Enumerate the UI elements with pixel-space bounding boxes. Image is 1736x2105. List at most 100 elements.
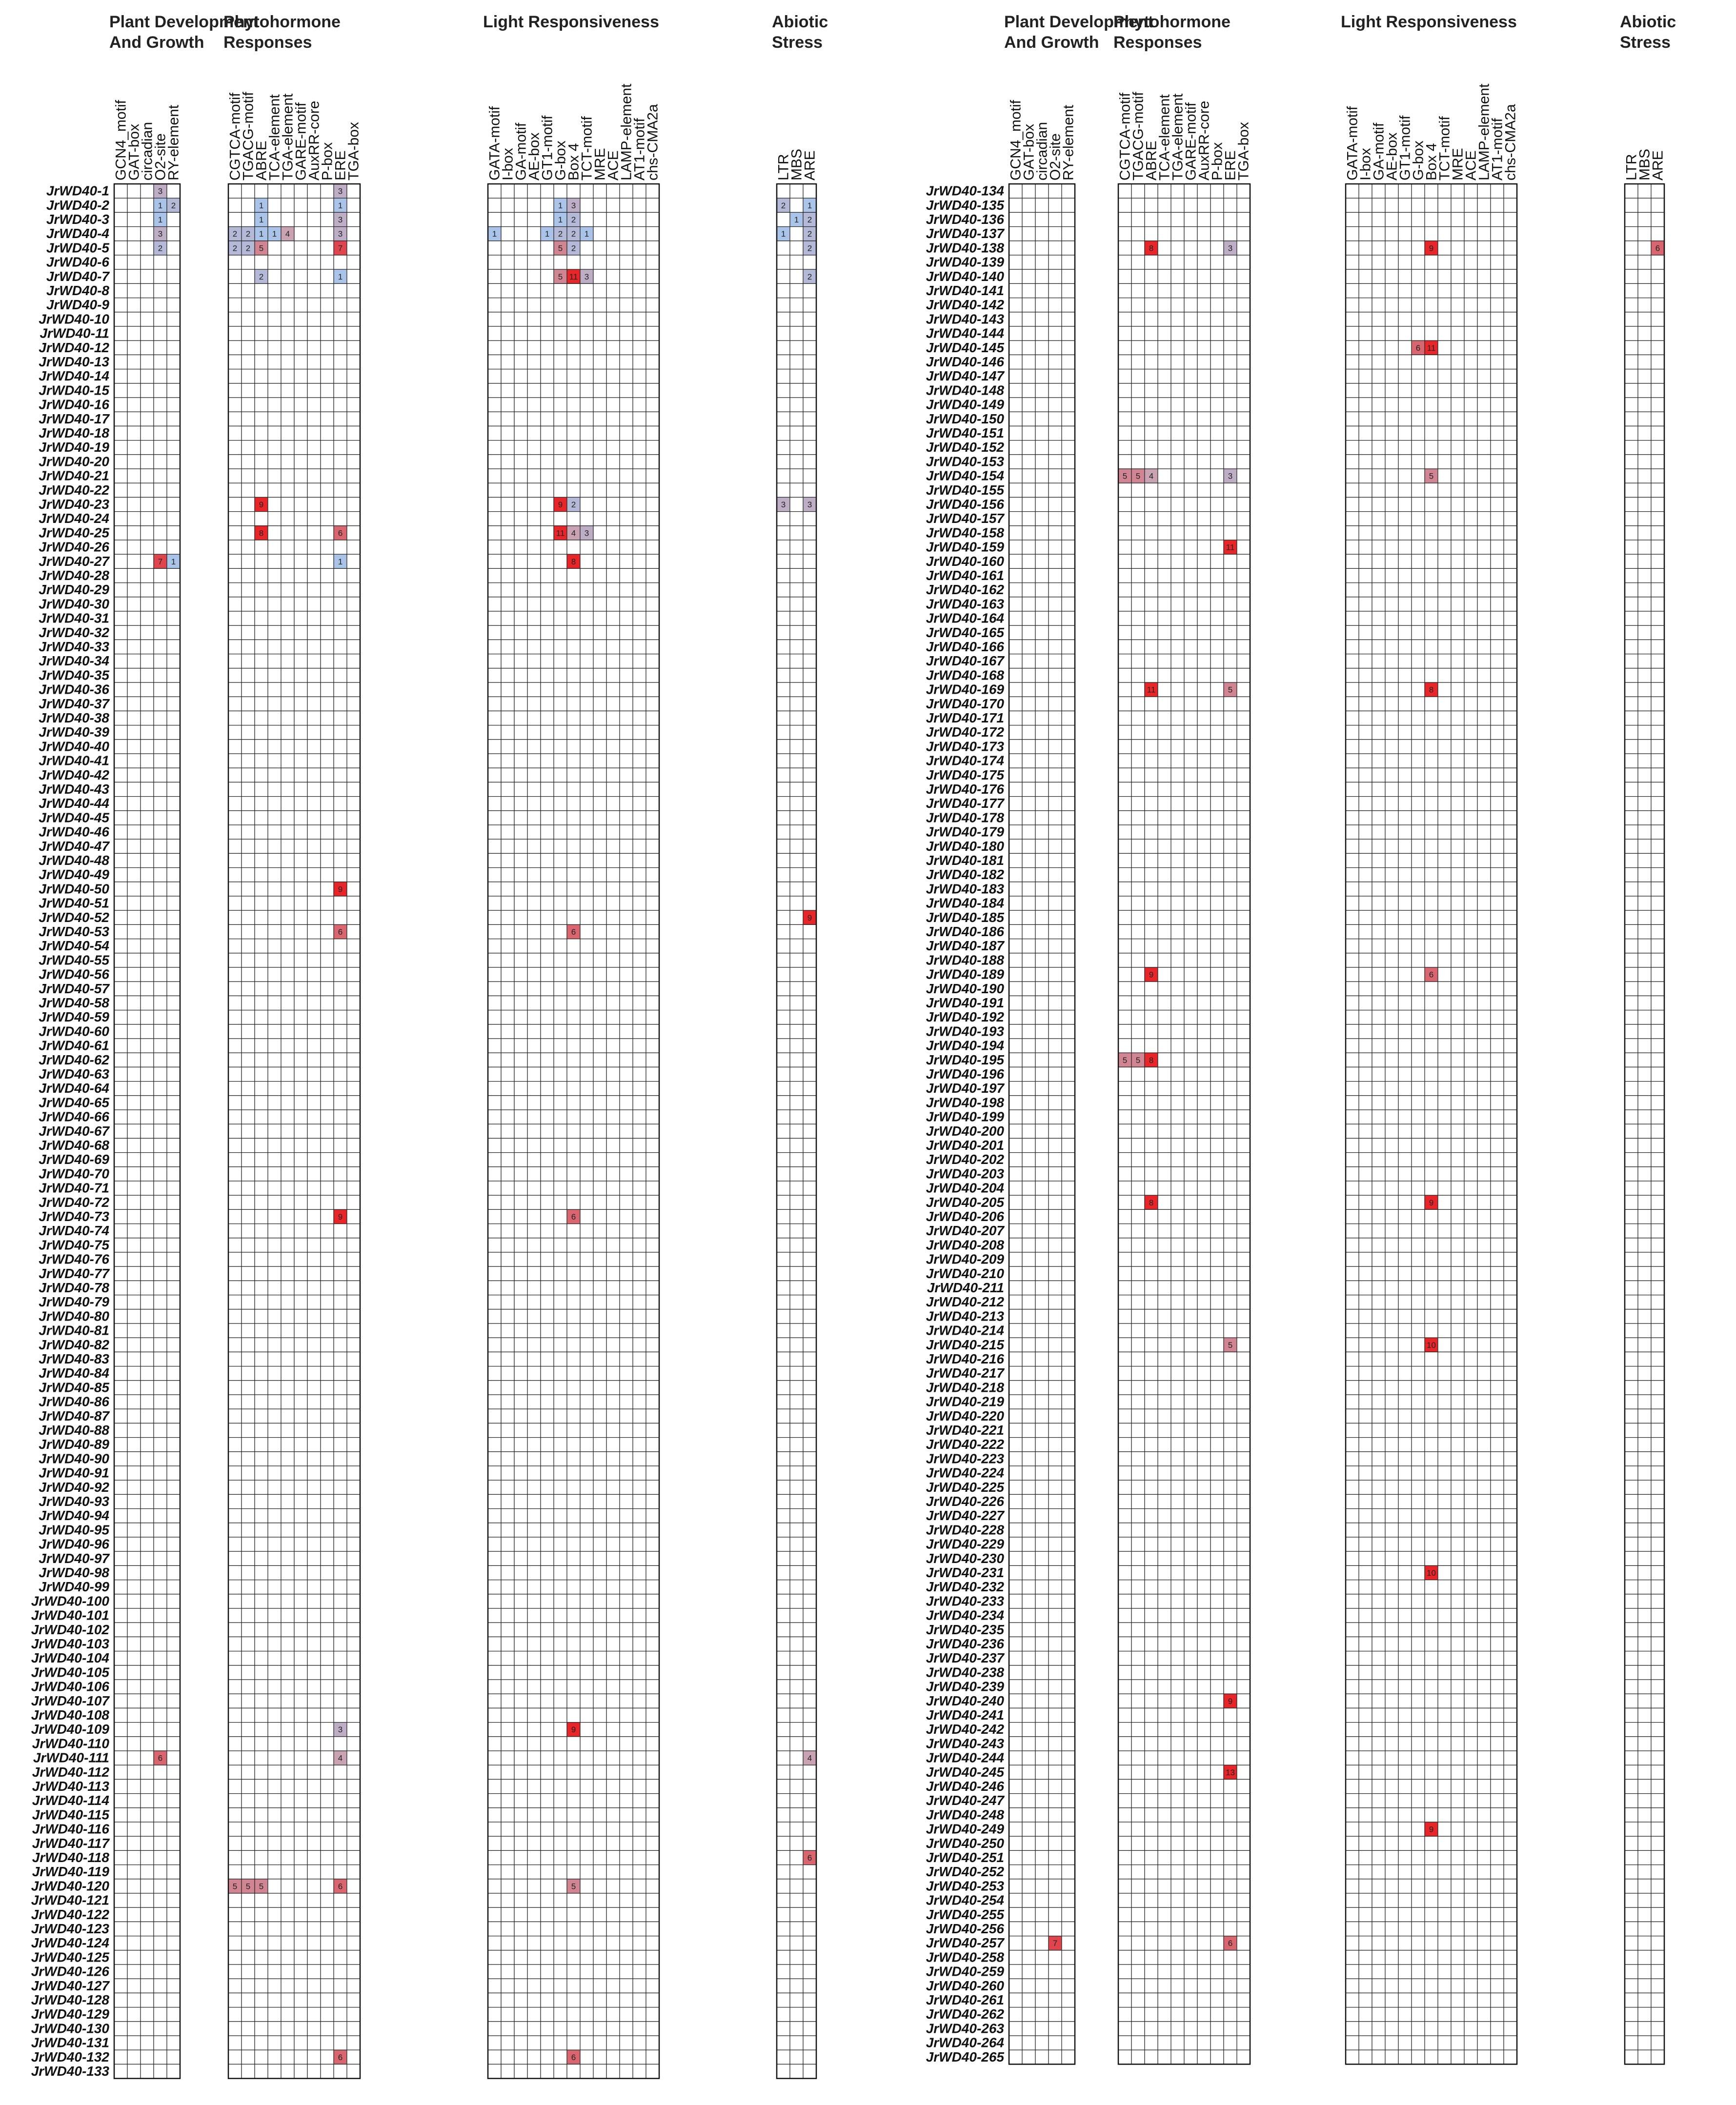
heatmap-cell xyxy=(228,1565,242,1581)
heatmap-cell xyxy=(1009,568,1023,583)
heatmap-cell xyxy=(632,1950,646,1965)
heatmap-cell xyxy=(566,1807,581,1823)
heatmap-cell xyxy=(789,995,804,1011)
heatmap-cell xyxy=(267,668,282,683)
heatmap-cell xyxy=(333,597,347,612)
heatmap-cell xyxy=(646,1394,660,1409)
heatmap-cell xyxy=(1061,255,1075,270)
heatmap-cell xyxy=(1009,482,1023,498)
row-label: JrWD40-29 xyxy=(39,582,109,597)
cell-value: 2 xyxy=(558,229,563,239)
heatmap-cell xyxy=(153,440,167,455)
heatmap-cell xyxy=(307,540,321,555)
heatmap-cell xyxy=(114,1707,128,1723)
heatmap-cell xyxy=(803,2021,817,2036)
heatmap-cell xyxy=(540,1850,554,1865)
heatmap-cell xyxy=(333,1707,347,1723)
heatmap-cell xyxy=(1048,269,1062,284)
row-label: JrWD40-32 xyxy=(39,625,109,640)
heatmap-cell xyxy=(487,1010,502,1025)
heatmap-cell xyxy=(281,668,295,683)
heatmap-cell xyxy=(346,653,361,669)
heatmap-cell xyxy=(333,468,347,483)
heatmap-cell xyxy=(346,1010,361,1025)
heatmap-cell xyxy=(776,312,790,327)
heatmap-cell xyxy=(540,1580,554,1595)
heatmap-cell xyxy=(566,668,581,683)
heatmap-cell xyxy=(307,1166,321,1182)
heatmap-cell xyxy=(1061,354,1075,370)
heatmap-cell xyxy=(540,1109,554,1124)
heatmap-cell xyxy=(140,1138,154,1153)
heatmap-cell xyxy=(566,739,581,754)
row-label: JrWD40-30 xyxy=(39,596,109,611)
heatmap-cell xyxy=(228,1295,242,1310)
heatmap-cell xyxy=(776,796,790,811)
heatmap-cell xyxy=(501,568,515,583)
heatmap-cell xyxy=(1048,1537,1062,1552)
heatmap-cell xyxy=(294,597,308,612)
heatmap-cell xyxy=(1009,1123,1023,1139)
heatmap-cell xyxy=(1022,1608,1036,1623)
heatmap-cell xyxy=(320,511,334,526)
heatmap-cell xyxy=(632,354,646,370)
heatmap-cell xyxy=(1035,753,1049,768)
heatmap-cell xyxy=(1061,1494,1075,1509)
heatmap-cell xyxy=(267,1665,282,1680)
cell-value: 2 xyxy=(807,243,812,253)
heatmap-cell xyxy=(307,1594,321,1609)
heatmap-cell xyxy=(254,1252,268,1267)
heatmap-cell xyxy=(803,639,817,655)
heatmap-cell xyxy=(593,1850,607,1865)
heatmap-cell xyxy=(632,882,646,897)
heatmap-cell xyxy=(580,953,594,968)
heatmap-cell xyxy=(166,1978,181,1993)
heatmap-cell xyxy=(553,226,567,241)
heatmap-cell xyxy=(514,1480,528,1495)
heatmap-cell xyxy=(487,696,502,711)
heatmap-cell xyxy=(228,582,242,598)
heatmap-cell xyxy=(307,1750,321,1765)
heatmap-cell xyxy=(267,1123,282,1139)
heatmap-cell xyxy=(619,1608,633,1623)
heatmap-cell xyxy=(320,1109,334,1124)
heatmap-cell xyxy=(241,1907,255,1922)
heatmap-cell xyxy=(776,867,790,882)
heatmap-cell xyxy=(1061,597,1075,612)
heatmap-cell xyxy=(606,340,620,356)
heatmap-cell xyxy=(1048,1238,1062,1253)
heatmap-cell xyxy=(114,1793,128,1808)
heatmap-cell xyxy=(789,967,804,982)
heatmap-cell xyxy=(501,1580,515,1595)
heatmap-cell xyxy=(501,867,515,882)
heatmap-cell xyxy=(632,896,646,911)
heatmap-cell xyxy=(166,653,181,669)
heatmap-cell xyxy=(580,995,594,1011)
heatmap-cell xyxy=(1009,440,1023,455)
heatmap-cell xyxy=(1035,1764,1049,1780)
heatmap-cell xyxy=(281,283,295,299)
heatmap-cell xyxy=(320,1879,334,1894)
heatmap-cell xyxy=(254,2035,268,2050)
heatmap-cell xyxy=(1009,796,1023,811)
heatmap-cell xyxy=(127,967,141,982)
heatmap-cell xyxy=(114,839,128,854)
heatmap-cell xyxy=(267,1280,282,1296)
heatmap-cell xyxy=(307,1394,321,1409)
heatmap-cell xyxy=(294,1066,308,1082)
heatmap-cell xyxy=(281,1437,295,1452)
heatmap-cell xyxy=(267,995,282,1011)
heatmap-cell xyxy=(1035,796,1049,811)
heatmap-cell xyxy=(166,1451,181,1466)
heatmap-cell xyxy=(593,1651,607,1666)
heatmap-cell xyxy=(619,1665,633,1680)
heatmap-cell xyxy=(228,440,242,455)
heatmap-cell xyxy=(646,1066,660,1082)
heatmap-cell xyxy=(166,1822,181,1837)
heatmap-cell xyxy=(619,1921,633,1937)
heatmap-cell xyxy=(553,1223,567,1239)
cell-value: 6 xyxy=(807,1853,812,1863)
heatmap-cell xyxy=(553,796,567,811)
row-label: JrWD40-34 xyxy=(39,653,109,668)
heatmap-cell xyxy=(294,2049,308,2065)
